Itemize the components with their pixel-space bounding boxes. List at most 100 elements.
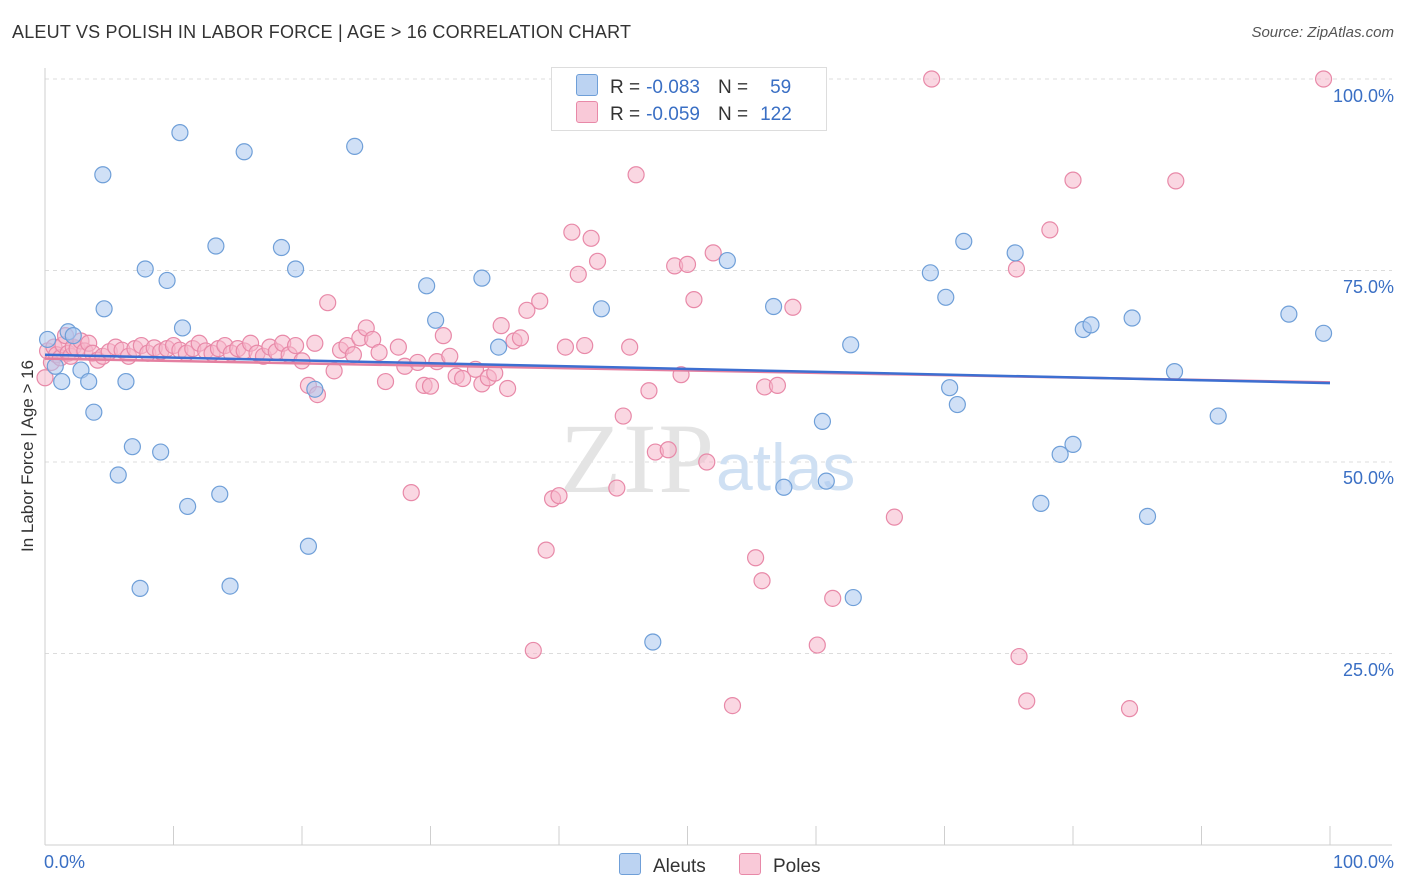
aleuts-point [171,124,189,142]
legend-r-label: R = [610,104,641,125]
aleuts-point [1280,305,1298,323]
poles-point [1007,260,1026,278]
grid-lines [45,78,1392,654]
poles-point [569,265,587,283]
poles-point [1167,172,1185,190]
aleuts-point [117,372,135,391]
aleuts-point [109,466,127,484]
legend-r-label: R = [610,77,641,98]
poles-point [531,292,549,310]
poles-point [808,636,826,654]
poles-point [441,347,459,365]
aleuts-point [299,537,318,555]
poles-swatch [576,101,598,123]
aleuts-point [1138,507,1157,525]
aleuts-point [173,319,192,337]
poles-point [576,336,594,355]
aleuts-point [211,485,229,503]
poles-point [614,407,632,425]
poles-point [784,298,802,316]
aleuts-point [95,300,113,318]
bottom-legend-aleuts: Aleuts [619,853,706,878]
poles-point [421,377,440,395]
poles-legend-swatch [739,853,761,875]
poles-point [1314,70,1333,88]
poles-point [1120,700,1139,718]
aleuts-point [490,338,508,356]
y-tick-label-75: 75.0% [1342,277,1394,297]
aleuts-point [221,577,239,595]
aleuts-point [842,336,860,354]
poles-point [588,252,607,270]
poles-point [454,369,472,388]
aleuts-point [38,330,57,349]
aleuts-point [80,372,98,391]
poles-point [376,372,395,391]
poles-point [753,572,771,590]
aleuts-point [941,379,959,397]
aleuts-point [46,357,64,375]
x-tick-label-max: 100.0% [1332,852,1394,872]
poles-point [389,338,407,356]
poles-point [306,334,324,352]
aleuts-point [179,497,197,516]
trend-lines [44,353,1331,385]
watermark: ZIP atlas [560,403,855,514]
poles-point [704,244,722,262]
aleuts-point [64,327,82,345]
aleuts-point [1051,445,1069,463]
poles-point [640,382,658,400]
poles-points [36,70,1333,718]
poles-point [492,317,510,335]
poles-point [1064,171,1082,189]
poles-legend-label: Poles [773,856,821,877]
aleuts-point [207,237,225,255]
aleuts-swatch [576,74,598,96]
aleuts-point [272,238,291,257]
aleuts-point [306,380,324,398]
poles-point [685,291,703,309]
legend-n-label: N = [717,104,749,125]
poles-point [698,453,716,471]
aleuts-point [152,443,170,461]
aleuts-point [718,251,736,270]
aleuts-point [644,633,662,651]
chart-title: ALEUT VS POLISH IN LABOR FORCE | AGE > 1… [12,22,632,42]
poles-point [434,327,452,345]
aleuts-legend-label: Aleuts [653,856,706,877]
watermark-zip: ZIP [560,403,716,514]
poles-point [1041,221,1059,239]
poles-point [402,484,420,502]
poles-r-value: -0.059 [646,104,700,125]
aleuts-r-value: -0.083 [646,77,700,98]
aleuts-point [286,260,305,278]
aleuts-point [1314,324,1333,342]
poles-point [723,696,742,715]
aleuts-trend-line [44,353,1331,385]
poles-point [511,329,530,347]
aleuts-point [1006,244,1024,262]
aleuts-point [427,311,445,329]
aleuts-point [418,277,436,295]
poles-point [518,301,536,319]
aleuts-point [1082,316,1100,334]
poles-point [621,338,639,356]
poles-point [1010,647,1028,666]
aleuts-points [38,124,1333,651]
aleuts-point [592,300,611,318]
bottom-legend-poles: Poles [739,853,821,878]
poles-point [659,441,677,459]
poles-point [556,338,575,356]
legend-n-label: N = [717,77,749,98]
poles-point [1018,692,1036,710]
aleuts-point [123,438,141,456]
aleuts-point [136,260,154,278]
poles-point [678,255,697,273]
aleuts-point [158,271,176,290]
aleuts-n-value: 59 [770,77,792,98]
aleuts-point [948,395,966,414]
source-credit: Source: ZipAtlas.com [1251,24,1394,41]
poles-point [627,166,645,184]
poles-point [550,487,568,505]
poles-point [286,336,305,355]
